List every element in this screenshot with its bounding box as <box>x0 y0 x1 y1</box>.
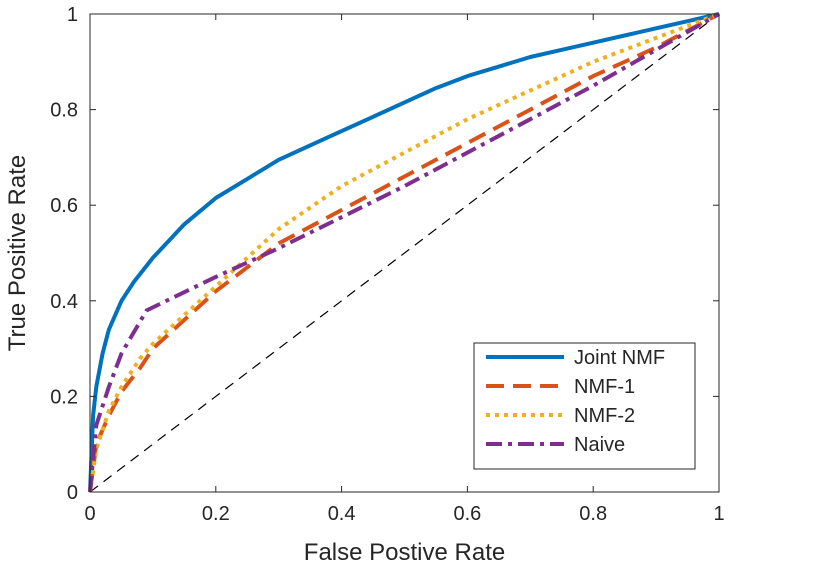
series-line-naive <box>88 12 720 493</box>
x-tick-label: 0.8 <box>579 503 607 525</box>
legend-label-nmf-2: NMF-2 <box>574 405 635 427</box>
x-tick-label: 0.2 <box>202 503 230 525</box>
x-axis-title: False Postive Rate <box>304 539 505 566</box>
legend: Joint NMF NMF-1 NMF-2 Naive <box>473 342 696 470</box>
y-tick-label: 0.6 <box>50 195 78 217</box>
y-tick-label: 0 <box>67 482 78 504</box>
x-tick-label: 0.4 <box>328 503 356 525</box>
legend-label-nmf-1: NMF-1 <box>574 376 635 398</box>
x-tick-label: 0.6 <box>453 503 481 525</box>
axes-box <box>89 13 720 493</box>
x-tick-label: 1 <box>713 503 724 525</box>
x-tick-label: 0 <box>84 503 95 525</box>
y-axis-title: True Positive Rate <box>4 155 31 352</box>
series-line-nmf-1 <box>88 12 720 493</box>
y-tick-label: 0.2 <box>50 386 78 408</box>
reference-diagonal-line <box>89 13 720 493</box>
series-line-nmf-2 <box>88 12 720 493</box>
legend-box <box>473 342 696 470</box>
y-tick-label: 0.4 <box>50 291 78 313</box>
plot-area <box>88 12 720 493</box>
ticks: 0 0.2 0.4 0.6 0.8 1 0 0.2 0.4 0.6 0.8 1 <box>50 4 724 525</box>
y-tick-label: 0.8 <box>50 100 78 122</box>
y-tick-label: 1 <box>67 4 78 26</box>
legend-label-joint-nmf: Joint NMF <box>574 347 665 369</box>
legend-label-naive: Naive <box>574 434 625 456</box>
series-line-joint-nmf <box>88 12 720 493</box>
